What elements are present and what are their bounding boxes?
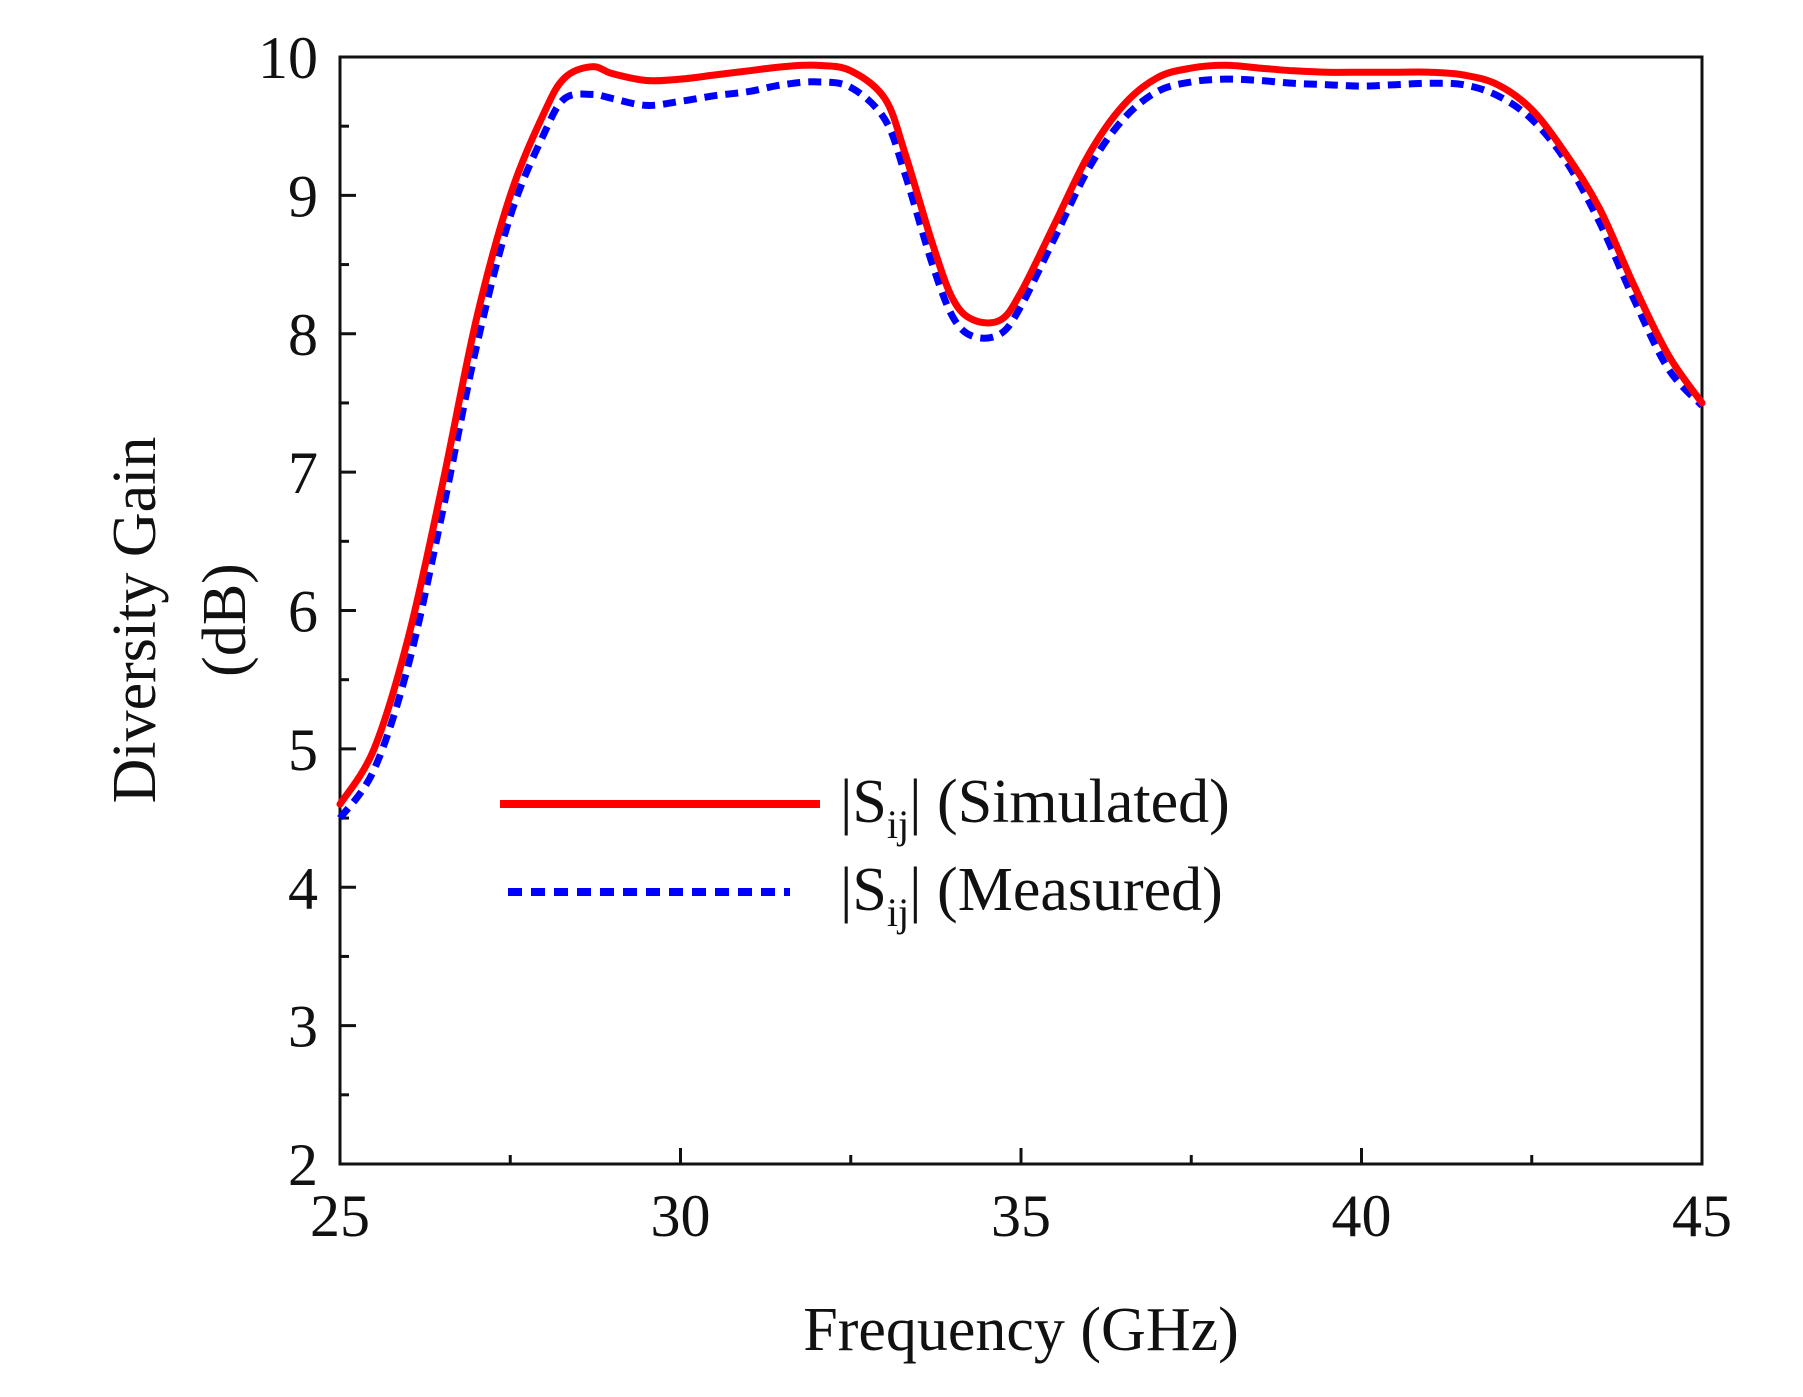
- x-tick-label: 30: [651, 1183, 711, 1249]
- x-axis-label: Frequency (GHz): [803, 1296, 1239, 1364]
- series-line-measured: [337, 75, 1705, 821]
- y-tick-label: 9: [288, 163, 318, 229]
- y-tick-label: 2: [288, 1132, 318, 1198]
- x-tick-label: 35: [991, 1183, 1051, 1249]
- series-line-simulated: [336, 61, 1706, 808]
- y-tick-label: 5: [288, 717, 318, 783]
- x-tick-label: 25: [310, 1183, 370, 1249]
- y-tick-label: 10: [258, 25, 318, 91]
- series-layer: [336, 61, 1706, 821]
- y-tick-label: 8: [288, 302, 318, 368]
- plot-area-frame: [338, 55, 1704, 1166]
- y-axis-label-line2: (dB): [191, 563, 259, 677]
- x-tick-label: 45: [1672, 1183, 1732, 1249]
- y-axis-ticks: 2 3 4 5 6 7 8 9 10: [258, 25, 356, 1198]
- y-tick-label: 3: [288, 994, 318, 1060]
- y-tick-label: 7: [288, 440, 318, 506]
- y-axis-label-line1: Diversity Gain: [101, 437, 169, 804]
- x-axis-ticks: 25 30 35 40 45: [310, 1148, 1732, 1249]
- y-tick-label: 6: [288, 579, 318, 645]
- x-tick-label: 40: [1332, 1183, 1392, 1249]
- legend-label-simulated: |Sij| (Simulated): [840, 768, 1230, 847]
- legend-label-measured: |Sij| (Measured): [840, 856, 1223, 935]
- y-tick-label: 4: [288, 855, 318, 921]
- legend: |Sij| (Simulated) |Sij| (Measured): [500, 768, 1230, 935]
